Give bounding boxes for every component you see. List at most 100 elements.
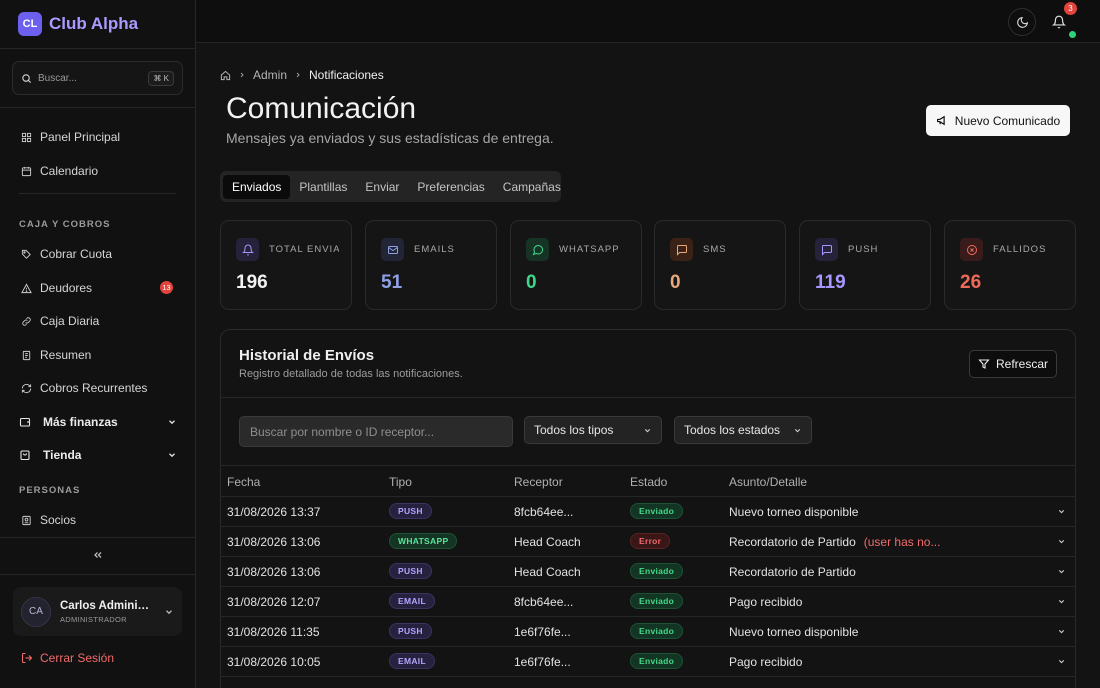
brand[interactable]: CL Club Alpha — [18, 12, 138, 36]
type-badge: PUSH — [389, 623, 432, 639]
receipt-icon — [21, 350, 32, 361]
status-badge: Enviado — [630, 593, 684, 609]
tab-enviar[interactable]: Enviar — [365, 179, 400, 194]
chevron-down-icon — [167, 417, 177, 427]
chevron-down-icon — [167, 450, 177, 460]
search-shortcut: ⌘ K — [148, 70, 174, 86]
sidebar-item-cobros-recurrentes[interactable]: Cobros Recurrentes — [21, 379, 147, 397]
column-header-tipo[interactable]: Tipo — [389, 475, 412, 489]
status-badge: Error — [630, 533, 671, 549]
status-badge: Enviado — [630, 653, 684, 669]
cell-receiver: 8fcb64ee... — [514, 595, 574, 609]
chevron-right-icon — [294, 71, 302, 79]
type-badge: PUSH — [389, 563, 432, 579]
section-caja-y-cobros: CAJA Y COBROS — [19, 219, 111, 230]
sidebar-item-label: Resumen — [40, 348, 92, 362]
sidebar-search[interactable]: Buscar... ⌘ K — [12, 61, 183, 95]
brand-name: Club Alpha — [49, 14, 139, 33]
status-filter-select[interactable]: Todos los estados — [674, 416, 812, 444]
chevron-down-icon[interactable] — [1057, 537, 1066, 546]
table-row[interactable]: 31/08/2026 13:06 WHATSAPP Head Coach Err… — [221, 526, 1075, 556]
chevron-down-icon[interactable] — [1057, 597, 1066, 606]
alert-triangle-icon — [21, 282, 32, 294]
new-announcement-button[interactable]: Nuevo Comunicado — [926, 105, 1070, 136]
tab-preferencias[interactable]: Preferencias — [417, 179, 485, 194]
cell-subject: Recordatorio de Partido — [729, 565, 856, 579]
search-placeholder: Buscar... — [38, 72, 77, 84]
user-menu[interactable]: CA Carlos Administrador ADMINISTRADOR — [13, 587, 182, 636]
stat-card-push: PUSH 119 — [799, 220, 931, 310]
brand-logo: CL — [18, 12, 42, 36]
sidebar-item-caja-diaria[interactable]: Caja Diaria — [21, 312, 99, 330]
cell-subject: Recordatorio de Partido (user has no... — [729, 535, 940, 549]
divider — [221, 465, 1075, 466]
divider — [19, 193, 176, 194]
status-badge: Enviado — [630, 623, 684, 639]
home-icon[interactable] — [220, 70, 231, 81]
avatar: CA — [21, 596, 51, 627]
tab-plantillas[interactable]: Plantillas — [299, 179, 348, 194]
sidebar-group-label: Más finanzas — [43, 415, 118, 429]
sidebar-item-deudores[interactable]: Deudores — [21, 279, 92, 297]
online-status-dot — [1069, 31, 1076, 38]
cell-subject: Pago recibido — [729, 595, 803, 609]
column-header-fecha[interactable]: Fecha — [227, 475, 261, 489]
theme-toggle-button[interactable] — [1008, 8, 1036, 36]
sidebar-item-label: Cobrar Cuota — [40, 247, 113, 261]
logout-button[interactable]: Cerrar Sesión — [21, 651, 114, 665]
table-row[interactable]: 31/08/2026 13:06 PUSH Head Coach Enviado… — [221, 556, 1075, 586]
chevron-down-icon[interactable] — [1057, 507, 1066, 516]
table-row[interactable]: 31/08/2026 10:05 EMAIL 1e6f76fe... Envia… — [221, 646, 1075, 676]
table-row[interactable]: 31/08/2026 13:37 PUSH 8fcb64ee... Enviad… — [221, 496, 1075, 526]
table-row[interactable] — [221, 676, 1075, 688]
sidebar-item-cobrar-cuota[interactable]: Cobrar Cuota — [21, 245, 112, 263]
stat-icon-bg — [236, 238, 259, 261]
tag-icon — [21, 249, 32, 260]
logout-label: Cerrar Sesión — [40, 651, 115, 665]
sidebar-item-calendario[interactable]: Calendario — [21, 162, 98, 180]
sidebar-item-socios[interactable]: Socios — [21, 511, 76, 529]
sidebar-item-panel-principal[interactable]: Panel Principal — [21, 128, 120, 146]
sidebar-item-resumen[interactable]: Resumen — [21, 346, 91, 364]
divider — [221, 397, 1075, 398]
stat-value: 0 — [526, 272, 537, 293]
stat-label: EMAILS — [414, 244, 455, 255]
column-header-receptor[interactable]: Receptor — [514, 475, 563, 489]
table-row[interactable]: 31/08/2026 11:35 PUSH 1e6f76fe... Enviad… — [221, 616, 1075, 646]
tab-campanas[interactable]: Campañas — [502, 179, 561, 194]
cell-receiver: Head Coach — [514, 565, 581, 579]
wallet-icon — [19, 416, 31, 428]
section-personas: PERSONAS — [19, 485, 81, 496]
chevron-down-icon[interactable] — [1057, 657, 1066, 666]
table-row[interactable]: 31/08/2026 12:07 EMAIL 8fcb64ee... Envia… — [221, 586, 1075, 616]
history-title: Historial de Envíos — [239, 347, 375, 364]
divider — [0, 574, 196, 575]
divider — [0, 48, 196, 49]
sidebar-group-tienda[interactable]: Tienda — [19, 446, 177, 464]
status-filter-value: Todos los estados — [684, 423, 781, 437]
cell-subject: Nuevo torneo disponible — [729, 625, 859, 639]
sidebar-item-label: Deudores — [40, 281, 93, 295]
type-filter-select[interactable]: Todos los tipos — [524, 416, 662, 444]
cell-receiver: 1e6f76fe... — [514, 625, 571, 639]
chevron-down-icon[interactable] — [1057, 627, 1066, 636]
history-search-input[interactable]: Buscar por nombre o ID receptor... — [239, 416, 513, 447]
sidebar-group-mas-finanzas[interactable]: Más finanzas — [19, 413, 177, 431]
column-header-asunto[interactable]: Asunto/Detalle — [729, 475, 808, 489]
stat-value: 0 — [670, 272, 681, 293]
collapse-sidebar-icon[interactable] — [92, 549, 104, 561]
refresh-icon — [21, 383, 32, 394]
history-panel: Historial de Envíos Registro detallado d… — [220, 329, 1076, 688]
type-badge: EMAIL — [389, 593, 435, 609]
stat-label: PUSH — [848, 244, 879, 255]
chevron-right-icon — [238, 71, 246, 79]
notification-count-badge: 3 — [1064, 2, 1077, 15]
column-header-estado[interactable]: Estado — [630, 475, 668, 489]
refresh-button[interactable]: Refrescar — [969, 350, 1057, 378]
notifications-button[interactable] — [1045, 8, 1073, 36]
breadcrumb-admin[interactable]: Admin — [253, 68, 288, 82]
chevron-down-icon[interactable] — [1057, 567, 1066, 576]
stat-value: 196 — [236, 272, 268, 293]
tab-enviados[interactable]: Enviados — [223, 174, 291, 199]
user-role: ADMINISTRADOR — [60, 614, 127, 624]
